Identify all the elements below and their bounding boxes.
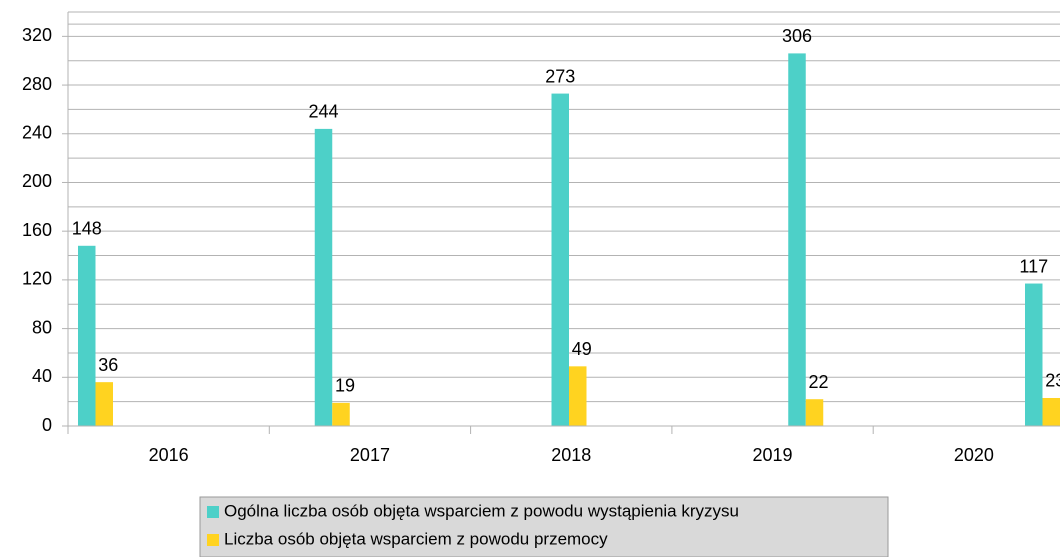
bar (95, 382, 113, 426)
bar (788, 53, 806, 427)
y-tick-label: 40 (32, 366, 52, 386)
bar (551, 93, 569, 427)
y-tick-label: 240 (22, 123, 52, 143)
y-tick-label: 320 (22, 25, 52, 45)
y-tick-label: 200 (22, 171, 52, 191)
y-tick-label: 0 (42, 415, 52, 435)
data-label: 117 (1019, 256, 1048, 276)
x-tick-label: 2020 (954, 445, 994, 465)
legend-label: Ogólna liczba osób objęta wsparciem z po… (224, 501, 739, 520)
y-tick-label: 160 (22, 220, 52, 240)
x-tick-label: 2017 (350, 445, 390, 465)
legend: Ogólna liczba osób objęta wsparciem z po… (199, 496, 889, 557)
data-label: 23 (1045, 371, 1060, 391)
legend-swatch (207, 506, 219, 518)
data-label: 36 (98, 355, 118, 375)
data-label: 19 (335, 376, 355, 396)
bar (805, 399, 824, 426)
x-tick-label: 2016 (149, 445, 189, 465)
y-tick-label: 80 (32, 317, 52, 337)
bar (314, 128, 333, 427)
legend-box (199, 496, 889, 557)
x-tick-label: 2018 (551, 445, 591, 465)
bar (1025, 283, 1043, 426)
bar (332, 402, 350, 426)
data-label: 244 (308, 102, 338, 122)
legend-label: Liczba osób objęta wsparciem z powodu pr… (224, 529, 608, 548)
legend-swatch (207, 534, 219, 546)
bar (569, 366, 587, 426)
data-label: 22 (808, 372, 828, 392)
data-label: 148 (72, 219, 102, 239)
bar (1042, 397, 1060, 426)
data-label: 306 (782, 26, 812, 46)
y-tick-label: 280 (22, 74, 52, 94)
data-label: 49 (572, 339, 592, 359)
y-tick-label: 120 (22, 269, 52, 289)
bar (78, 245, 96, 426)
data-label: 273 (545, 66, 575, 86)
x-tick-label: 2019 (753, 445, 793, 465)
